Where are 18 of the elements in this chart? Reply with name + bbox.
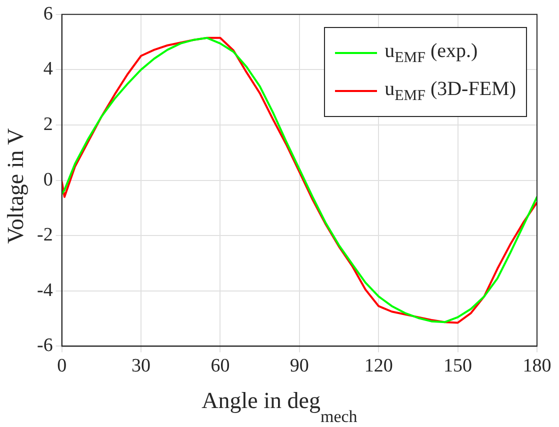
y-tick-label: -4 bbox=[37, 280, 54, 301]
x-tick-label: 150 bbox=[444, 356, 472, 377]
legend-label: u$_{EMF}$ (exp.) bbox=[384, 40, 478, 66]
x-tick-label: 0 bbox=[57, 356, 67, 377]
x-tick-label: 120 bbox=[364, 356, 393, 377]
x-tick-label: 60 bbox=[210, 356, 230, 377]
y-tick-label: 0 bbox=[43, 169, 53, 190]
y-tick-label: -6 bbox=[37, 335, 53, 356]
y-axis-title: Voltage in V bbox=[3, 128, 29, 244]
x-tick-label: 30 bbox=[132, 356, 151, 377]
y-tick-label: 6 bbox=[43, 3, 53, 24]
y-tick-label: 2 bbox=[43, 114, 53, 135]
legend-label: u$_{EMF}$ (3D-FEM) bbox=[384, 78, 516, 104]
x-axis-title: Angle in deg$_{mech}$ bbox=[200, 388, 358, 427]
y-tick-label: 4 bbox=[43, 58, 54, 80]
x-tick-label: 90 bbox=[290, 356, 309, 377]
x-tick-label: 180 bbox=[522, 356, 552, 377]
y-tick-label: -2 bbox=[37, 224, 53, 246]
